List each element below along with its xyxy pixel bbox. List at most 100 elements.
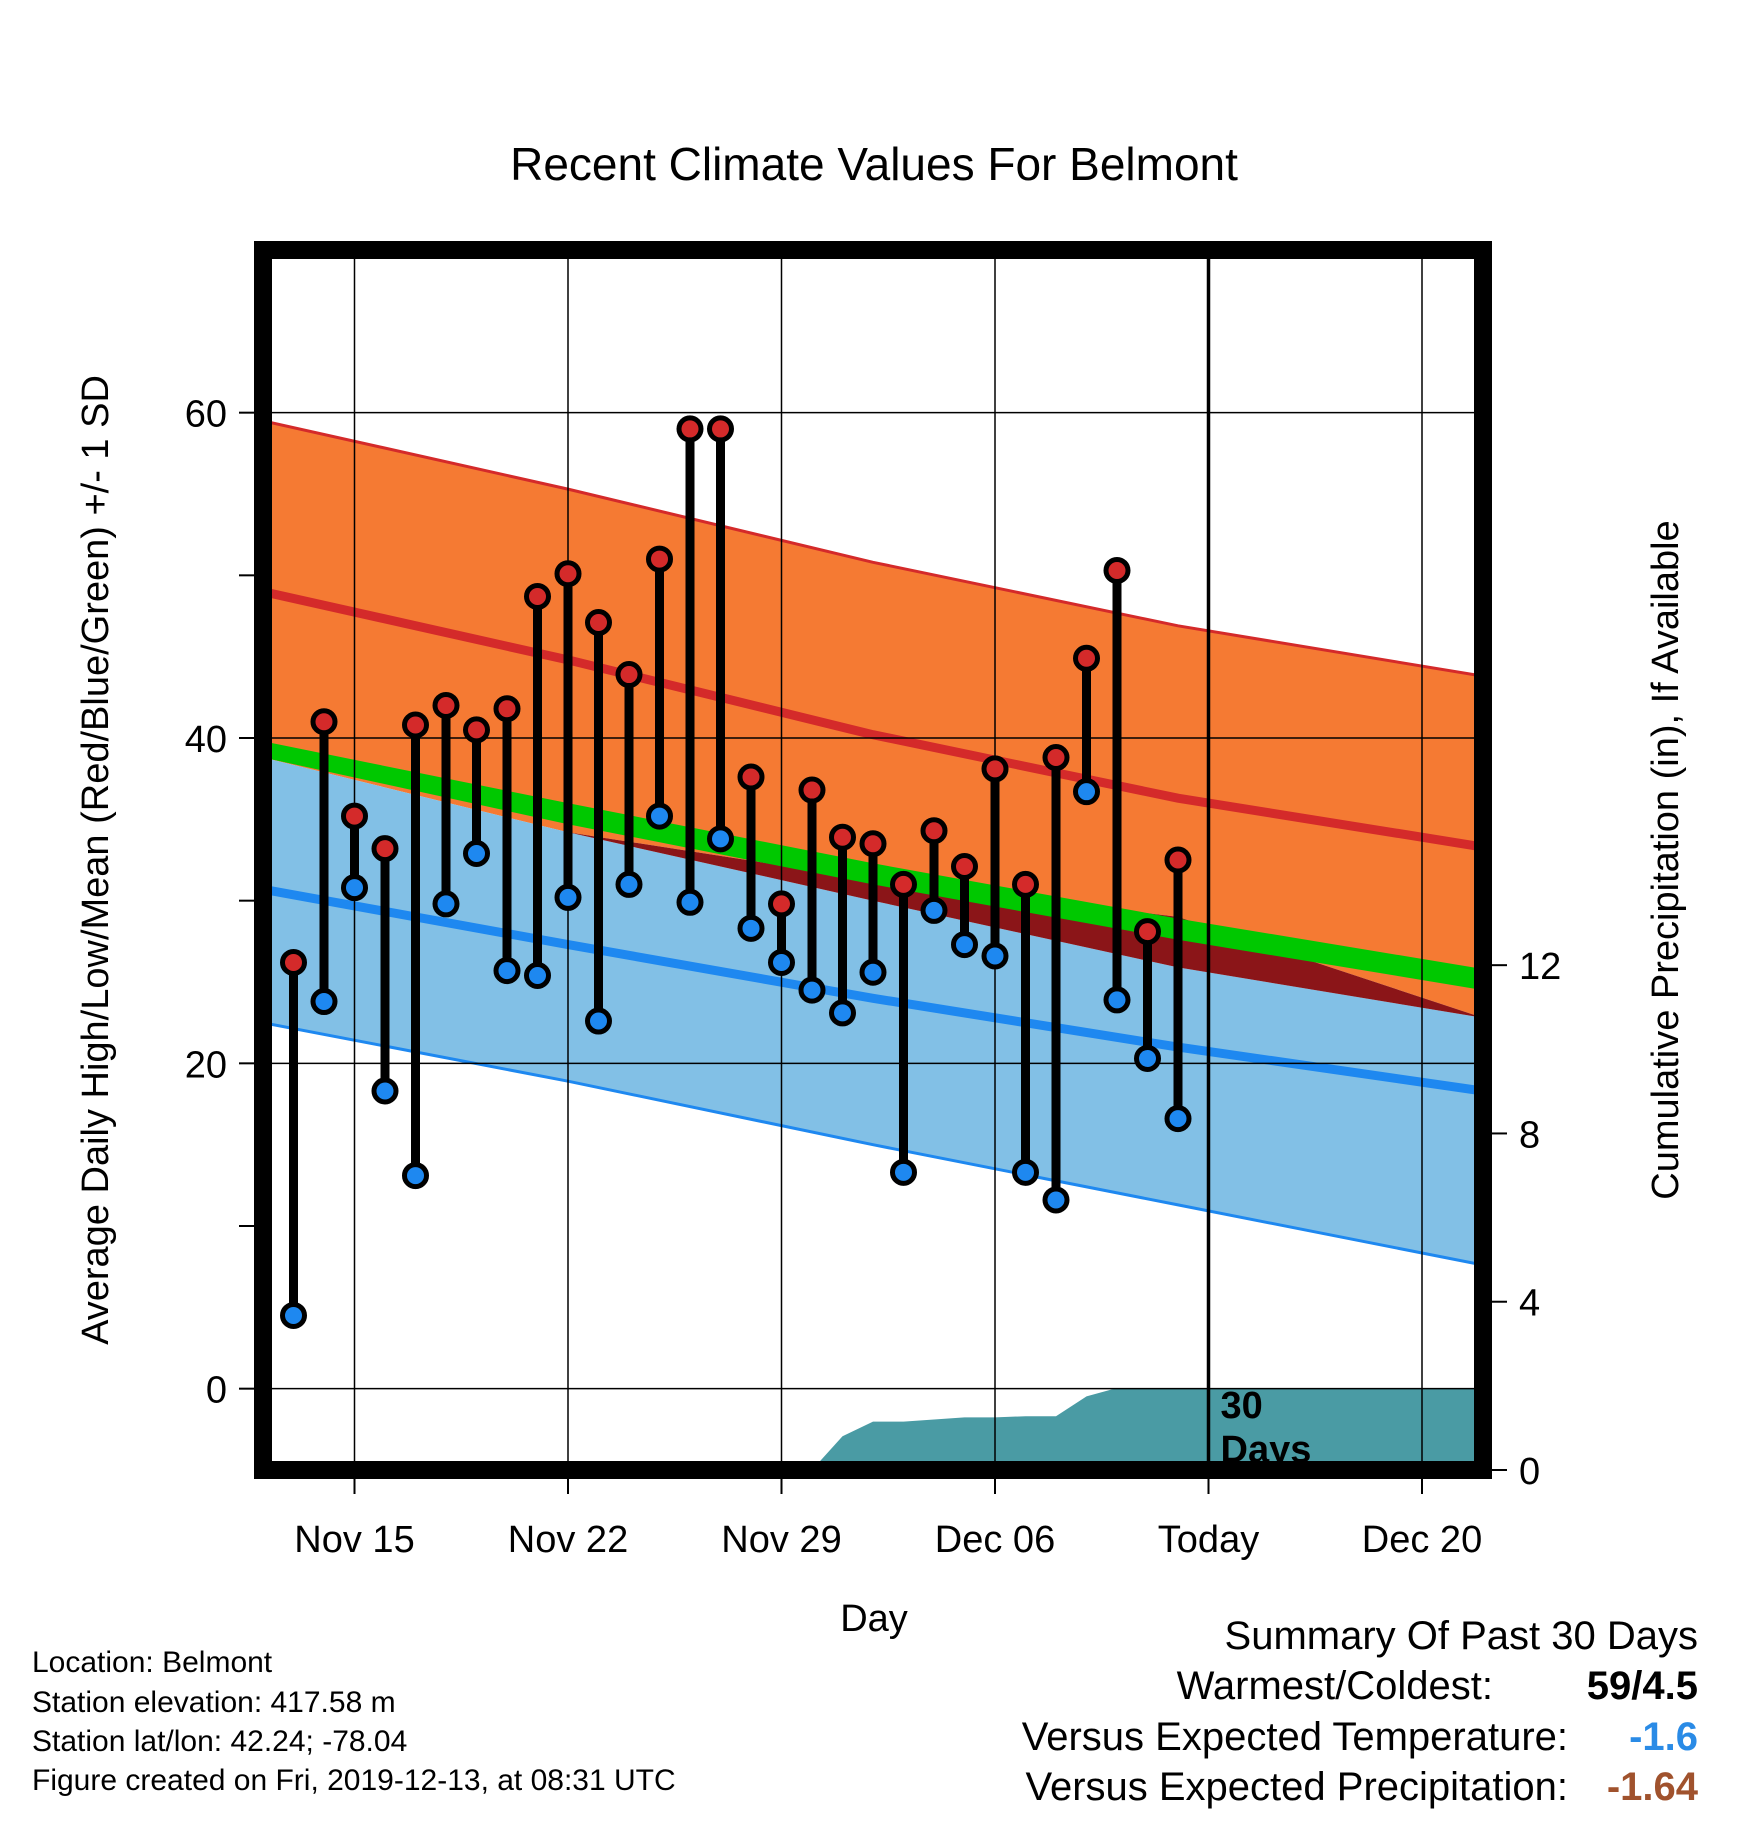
high-point: [463, 716, 490, 744]
high-point: [371, 835, 399, 863]
daily-observations: [280, 415, 1192, 1329]
low-point: [371, 1077, 399, 1105]
x-tick-label: Nov 22: [508, 1519, 628, 1561]
x-axis: Nov 15 Nov 22 Nov 29 Dec 06 Today Dec 20: [294, 1479, 1482, 1561]
precipitation-area: [263, 1388, 1483, 1470]
y-left-tick-label: 20: [185, 1044, 227, 1086]
low-point: [1134, 1044, 1161, 1072]
high-point: [615, 661, 643, 689]
y-right-tick-label: 4: [1519, 1283, 1540, 1325]
low-point: [280, 1301, 307, 1329]
low-point: [981, 942, 1009, 970]
x-tick-label: Today: [1158, 1519, 1259, 1561]
low-point: [432, 890, 460, 918]
high-point: [585, 609, 612, 637]
high-mean-line: [263, 587, 1483, 852]
low-point: [585, 1007, 612, 1035]
high-point: [1164, 846, 1192, 874]
high-point: [432, 691, 460, 719]
high-point: [402, 711, 429, 739]
plot-frame: [254, 241, 1492, 1479]
low-point: [890, 1158, 917, 1186]
y-axis-left-label: Average Daily High/Low/Mean (Red/Blue/Gr…: [75, 375, 117, 1345]
low-point: [798, 976, 826, 1004]
high-point: [1073, 644, 1100, 672]
low-point: [402, 1162, 429, 1190]
high-point: [829, 823, 856, 851]
low-mean-line: [263, 884, 1483, 1096]
high-point: [310, 708, 338, 736]
summary-warmest-value: 59/4.5: [1586, 1664, 1698, 1708]
low-point: [1164, 1105, 1192, 1133]
low-point: [646, 802, 673, 830]
precip-area: [263, 1388, 1483, 1470]
y-axis-left: 0 20 40 60: [185, 394, 254, 1412]
x-tick-label: Nov 29: [721, 1519, 841, 1561]
y-right-tick-label: 12: [1519, 946, 1561, 988]
high-point: [920, 817, 948, 845]
high-point: [1012, 870, 1039, 898]
low-point: [676, 888, 704, 916]
low-point: [524, 961, 551, 989]
low-point: [737, 914, 765, 942]
summary-temp-value: -1.6: [1629, 1715, 1698, 1759]
y-left-tick-label: 60: [185, 394, 227, 436]
y-left-tick-label: 0: [206, 1370, 227, 1412]
low-point: [310, 988, 338, 1016]
summary-precip-value: -1.64: [1606, 1765, 1698, 1809]
info-created: Figure created on Fri, 2019-12-13, at 08…: [32, 1764, 676, 1797]
y-right-tick-label: 8: [1519, 1114, 1540, 1156]
high-point: [768, 890, 795, 918]
low-point: [859, 958, 887, 986]
summary-title: Summary Of Past 30 Days: [1224, 1614, 1698, 1658]
low-point: [554, 883, 582, 911]
high-point: [707, 415, 734, 443]
info-location: Location: Belmont: [32, 1646, 273, 1679]
low-point: [920, 896, 948, 924]
low-point: [1103, 986, 1131, 1014]
low-point: [615, 870, 643, 898]
high-point: [981, 755, 1009, 783]
summary-temp-label: Versus Expected Temperature:: [1021, 1715, 1568, 1759]
x-tick-label: Nov 15: [294, 1519, 414, 1561]
summary-warmest-label: Warmest/Coldest:: [1176, 1664, 1493, 1708]
low-point: [951, 931, 978, 959]
low-point: [829, 999, 856, 1027]
low-point: [768, 948, 795, 976]
y-axis-right-label: Cumulative Precipitation (in), If Availa…: [1645, 520, 1687, 1199]
x-tick-label: Dec 06: [935, 1519, 1055, 1561]
y-right-tick-label: 0: [1519, 1451, 1540, 1493]
high-point: [280, 948, 307, 976]
y-left-tick-label: 40: [185, 719, 227, 761]
high-point: [524, 582, 551, 610]
x-tick-label: Dec 20: [1362, 1519, 1482, 1561]
high-point: [676, 415, 704, 443]
low-lower-line: [263, 1021, 1483, 1267]
high-point: [1042, 744, 1070, 772]
high-point: [798, 776, 826, 804]
high-point: [737, 763, 765, 791]
high-point: [554, 560, 582, 588]
today-days-label-1: 30: [1221, 1385, 1263, 1427]
low-point: [1012, 1158, 1039, 1186]
high-point: [1134, 918, 1161, 946]
low-point: [1073, 778, 1100, 806]
y-axis-right: 0 4 8 12: [1492, 946, 1561, 1493]
low-point: [463, 839, 490, 867]
low-point: [1042, 1186, 1070, 1214]
low-point: [707, 825, 734, 853]
info-elevation: Station elevation: 417.58 m: [32, 1686, 396, 1719]
chart-title: Recent Climate Values For Belmont: [510, 138, 1238, 190]
high-point: [890, 870, 917, 898]
high-point: [341, 802, 368, 830]
high-point: [951, 853, 978, 881]
x-axis-label: Day: [840, 1598, 908, 1640]
high-upper-line: [263, 419, 1483, 678]
high-point: [646, 545, 673, 573]
low-point: [341, 874, 368, 902]
high-point: [859, 830, 887, 858]
info-latlon: Station lat/lon: 42.24; -78.04: [32, 1725, 408, 1758]
low-point: [493, 957, 521, 985]
high-point: [493, 695, 521, 723]
